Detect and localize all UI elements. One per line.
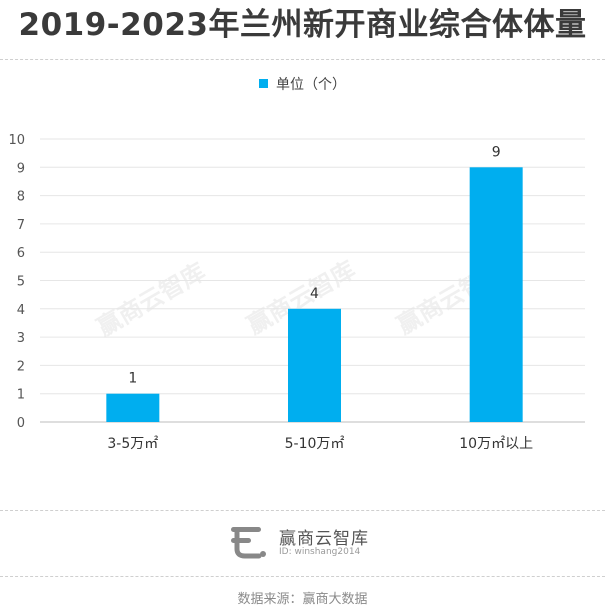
y-tick-label: 9 [17, 161, 25, 176]
data-label: 1 [128, 371, 137, 387]
legend-label: 单位（个） [276, 77, 346, 93]
y-tick-label: 0 [17, 416, 25, 431]
y-tick-label: 1 [17, 388, 25, 403]
bar [288, 308, 341, 422]
y-tick-label: 6 [17, 246, 25, 261]
brand-name: 赢商云智库 [279, 529, 369, 549]
data-label: 9 [492, 144, 501, 160]
y-tick-label: 8 [17, 190, 25, 205]
brand-block: 赢商云智库 ID: winshang2014 [229, 523, 409, 563]
bar [106, 393, 160, 422]
bar [469, 167, 523, 422]
data-source: 数据来源：赢商大数据 [237, 592, 368, 607]
legend-swatch [259, 79, 268, 88]
legend: 单位（个） [0, 74, 605, 94]
source-divider [0, 576, 605, 577]
y-tick-label: 2 [17, 359, 25, 374]
y-tick-label: 10 [8, 133, 25, 148]
chart-title: 2019-2023年兰州新开商业综合体体量 [18, 7, 587, 43]
brand-logo-icon [231, 527, 266, 559]
y-tick-label: 4 [17, 303, 25, 318]
footer-divider [0, 510, 605, 511]
y-tick-label: 3 [17, 331, 25, 346]
x-tick-label: 5-10万㎡ [285, 436, 345, 452]
y-tick-label: 5 [17, 275, 25, 290]
y-tick-label: 7 [17, 218, 25, 233]
x-tick-label: 10万㎡以上 [459, 436, 533, 452]
bar-chart: 0 1 2 3 4 5 6 7 8 9 10 1 3-5万㎡ 4 5-10万㎡ 9 10万㎡以上 [8, 133, 585, 452]
brand-id: ID: winshang2014 [279, 547, 361, 557]
top-divider [0, 59, 605, 60]
x-tick-label: 3-5万㎡ [107, 436, 158, 452]
data-label: 4 [310, 286, 319, 302]
